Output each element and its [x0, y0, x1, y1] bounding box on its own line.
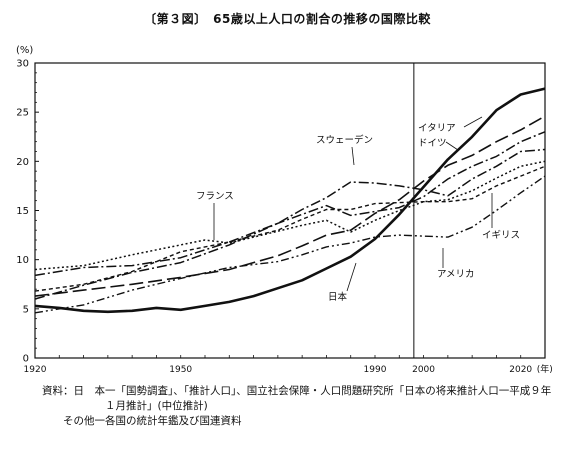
- x-tick-label: 2020: [509, 365, 532, 375]
- source-note-line3: その他一各国の統計年鑑及び国連資料: [42, 415, 242, 427]
- series-line-0: [34, 87, 546, 314]
- series-label-3: スウェーデン: [316, 134, 373, 146]
- source-note-line2: １月推計」(中位推計): [42, 400, 208, 412]
- x-tick-label: 1990: [364, 365, 387, 375]
- y-tick-label: 10: [16, 255, 29, 266]
- chart-series: [34, 87, 546, 314]
- y-tick-label: 15: [16, 206, 29, 217]
- x-tick-label: 1950: [169, 365, 192, 375]
- series-line-2: [34, 131, 546, 300]
- x-axis-label: (年): [537, 363, 553, 375]
- x-tick-label: 2000: [412, 365, 435, 375]
- series-label-1: イタリア: [418, 123, 456, 134]
- series-label-6: アメリカ: [437, 269, 475, 280]
- series-label-2: ドイツ: [418, 138, 447, 149]
- series-line-3: [34, 148, 546, 277]
- y-tick-label: 25: [16, 108, 29, 119]
- series-line-4: [34, 160, 546, 271]
- label-leader-0: [346, 262, 357, 292]
- label-leader-3: [351, 146, 355, 166]
- label-leader-2: [445, 141, 459, 151]
- y-tick-label: 0: [23, 354, 29, 365]
- y-tick-label: 30: [16, 59, 29, 70]
- y-axis-label: (%): [16, 45, 33, 56]
- x-tick-label: 1920: [24, 365, 47, 375]
- y-tick-label: 20: [16, 157, 29, 168]
- label-leader-1: [463, 116, 483, 128]
- plot-frame: [34, 62, 546, 359]
- chart-axes: 0 5 10 15 20 25 30 1920 1950 1990 2000 2020 (%) (年): [16, 45, 553, 375]
- series-line-5: [34, 165, 546, 292]
- series-line-1: [34, 115, 546, 297]
- chart-title: 〔第３図〕 65歳以上人口の割合の推移の国際比較: [144, 12, 431, 26]
- series-label-5: イギリス: [482, 230, 520, 241]
- series-label-4: フランス: [196, 191, 234, 202]
- y-tick-label: 5: [23, 304, 29, 315]
- source-note-line1: 資料：日 本一「国勢調査」、「推計人口」、国立社会保障・人口問題研究所「日本の将…: [42, 385, 552, 397]
- series-line-6: [34, 175, 546, 314]
- series-label-0: 日本: [328, 291, 348, 303]
